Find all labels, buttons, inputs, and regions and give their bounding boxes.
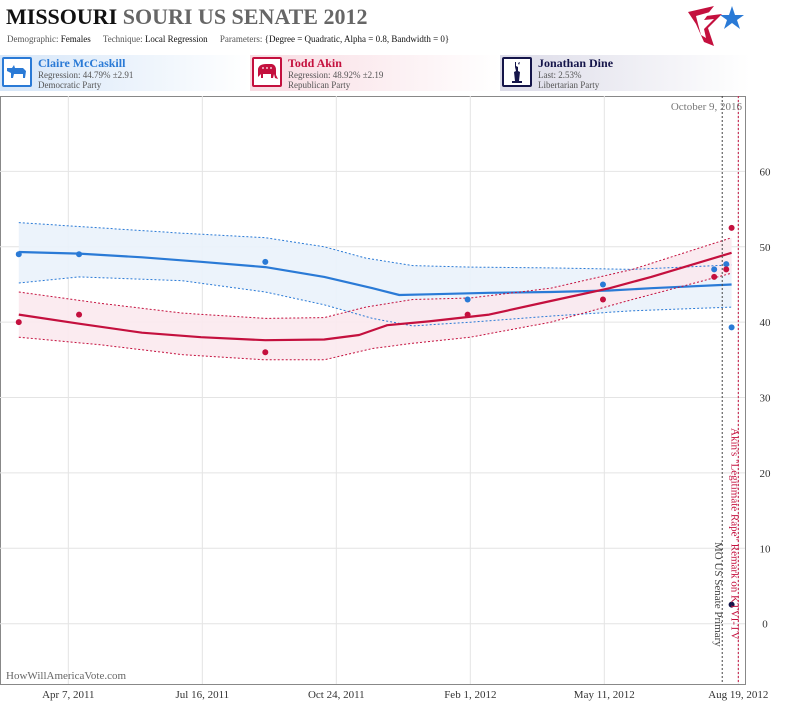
- lower-bound-line: [18, 272, 732, 361]
- event-label: Akin's "Legitimate Rape" Remark on KTVI-…: [728, 428, 740, 640]
- upper-bound-line: [18, 222, 732, 270]
- watermark-label: HowWillAmericaVote.com: [6, 670, 126, 682]
- candidate-card-dine[interactable]: Jonathan Dine Last: 2.53% Libertarian Pa…: [500, 55, 750, 91]
- event-label: MO US Senate Primary: [712, 542, 724, 647]
- candidate-stat: Regression: 44.79% ±2.91: [38, 70, 134, 80]
- poll-point: [15, 251, 22, 258]
- elephant-icon: [252, 57, 282, 87]
- poll-point: [15, 319, 22, 326]
- poll-point: [464, 311, 471, 318]
- poll-point: [728, 224, 735, 231]
- title-race: SOURI US SENATE 2012: [122, 4, 368, 29]
- y-tick-label: 50: [760, 242, 772, 254]
- poll-point: [76, 311, 83, 318]
- regression-line: [18, 251, 732, 342]
- candidate-name: Jonathan Dine: [538, 56, 614, 70]
- y-tick-label: 60: [760, 166, 772, 178]
- parameters-line: Demographic: Females Technique: Local Re…: [7, 34, 459, 44]
- y-tick-label: 30: [760, 393, 772, 405]
- as-of-date-label: October 9, 2016: [671, 101, 743, 113]
- poll-point: [728, 324, 735, 331]
- candidate-name: Claire McCaskill: [38, 56, 126, 70]
- donkey-icon: [2, 57, 32, 87]
- candidate-card-mccaskill[interactable]: Claire McCaskill Regression: 44.79% ±2.9…: [0, 55, 250, 91]
- title-state: MISSOURI: [6, 4, 118, 29]
- candidate-party: Democratic Party: [38, 80, 102, 90]
- x-tick-label: May 11, 2012: [574, 689, 635, 701]
- poll-point: [262, 258, 269, 265]
- poll-point: [723, 261, 730, 268]
- x-tick-label: Feb 1, 2012: [444, 689, 496, 701]
- poll-point: [599, 296, 606, 303]
- poll-point: [711, 273, 718, 280]
- candidate-card-akin[interactable]: Todd Akin Regression: 48.92% ±2.19 Repub…: [250, 55, 500, 91]
- y-tick-label: 40: [760, 317, 772, 329]
- poll-point: [723, 266, 730, 273]
- param-value: Females: [60, 34, 91, 44]
- poll-point: [76, 251, 83, 258]
- candidate-party: Republican Party: [288, 80, 351, 90]
- candidate-name: Todd Akin: [288, 56, 342, 70]
- poll-point: [262, 349, 269, 356]
- y-tick-label: 20: [760, 468, 772, 480]
- poll-point: [711, 266, 718, 273]
- page-title: MISSOURI SOURI US SENATE 2012: [6, 4, 367, 30]
- x-tick-label: Oct 24, 2011: [308, 689, 365, 701]
- upper-bound-line: [18, 237, 732, 319]
- param-label: Demographic:: [7, 34, 59, 44]
- param-value: Local Regression: [144, 34, 208, 44]
- param-value: {Degree = Quadratic, Alpha = 0.8, Bandwi…: [264, 34, 450, 44]
- statue-of-liberty-icon: [502, 57, 532, 87]
- param-label: Parameters:: [219, 34, 263, 44]
- y-tick-label: 0: [762, 619, 768, 631]
- candidate-stat: Regression: 48.92% ±2.19: [288, 70, 384, 80]
- poll-point: [464, 296, 471, 303]
- candidate-stat: Last: 2.53%: [538, 70, 582, 80]
- candidate-party: Libertarian Party: [538, 80, 600, 90]
- x-tick-label: Jul 16, 2011: [175, 689, 229, 701]
- poll-point: [728, 601, 735, 608]
- param-label: Technique:: [102, 34, 143, 44]
- x-tick-label: Apr 7, 2011: [42, 689, 94, 701]
- poll-point: [599, 281, 606, 288]
- site-logo-icon[interactable]: [684, 2, 744, 50]
- confidence-band: [18, 237, 732, 360]
- y-tick-label: 10: [760, 543, 772, 555]
- plot-area: [0, 96, 746, 685]
- x-tick-label: Aug 19, 2012: [708, 689, 768, 701]
